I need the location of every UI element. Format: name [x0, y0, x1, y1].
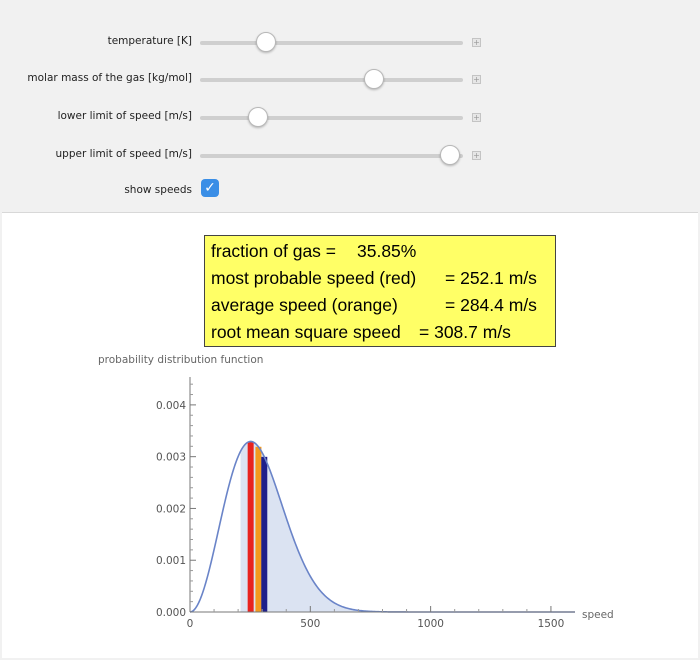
lower-limit-slider[interactable]	[200, 116, 463, 120]
y-tick-label-0: 0.000	[156, 607, 186, 619]
x-tick-label-2: 1000	[417, 618, 444, 630]
lower-limit-label: lower limit of speed [m/s]	[57, 110, 192, 122]
lower-limit-control: lower limit of speed [m/s] +	[0, 106, 700, 130]
show-speeds-checkbox[interactable]: ✓	[201, 179, 219, 197]
temperature-expand-icon[interactable]: +	[472, 38, 481, 47]
average-value: = 284.4 m/s	[445, 295, 537, 315]
checkmark-icon: ✓	[204, 180, 216, 196]
molar-mass-label: molar mass of the gas [kg/mol]	[27, 72, 192, 84]
temperature-slider[interactable]	[200, 41, 463, 45]
results-box: fraction of gas = 35.85% most probable s…	[204, 235, 556, 347]
molar-mass-slider-thumb[interactable]	[363, 69, 384, 89]
molar-mass-expand-icon[interactable]: +	[472, 75, 481, 84]
fraction-value: 35.85%	[357, 241, 417, 261]
distribution-chart: probability distribution function speed …	[98, 354, 614, 630]
x-tick-label-3: 1500	[538, 618, 565, 630]
upper-limit-expand-icon[interactable]: +	[472, 151, 481, 160]
lower-limit-slider-thumb[interactable]	[247, 107, 268, 127]
plot-panel: fraction of gas = 35.85% most probable s…	[2, 212, 698, 658]
average-label: average speed (orange)	[211, 295, 398, 315]
speed-line-0	[247, 441, 254, 612]
most-probable-label: most probable speed (red)	[211, 268, 417, 288]
temperature-label: temperature [K]	[107, 35, 192, 47]
speed-line-1	[255, 446, 262, 612]
y-axis-title: probability distribution function	[98, 354, 263, 366]
rms-label: root mean square speed	[211, 322, 401, 342]
upper-limit-slider-thumb[interactable]	[439, 145, 460, 165]
upper-limit-control: upper limit of speed [m/s] +	[0, 144, 700, 168]
y-tick-label-3: 0.003	[156, 452, 186, 464]
x-axis-title: speed	[582, 609, 614, 621]
rms-value: = 308.7 m/s	[419, 322, 511, 342]
shaded-area	[240, 441, 359, 612]
fraction-label: fraction of gas =	[211, 241, 337, 261]
y-tick-label-1: 0.001	[156, 555, 186, 567]
temperature-control: temperature [K] +	[0, 31, 700, 55]
y-tick-label-2: 0.002	[156, 503, 186, 515]
most-probable-value: = 252.1 m/s	[445, 268, 537, 288]
temperature-slider-thumb[interactable]	[255, 32, 276, 52]
y-tick-label-4: 0.004	[156, 400, 186, 412]
lower-limit-expand-icon[interactable]: +	[472, 113, 481, 122]
upper-limit-slider[interactable]	[200, 154, 463, 158]
upper-limit-label: upper limit of speed [m/s]	[55, 148, 192, 160]
x-tick-label-0: 0	[187, 618, 194, 630]
molar-mass-control: molar mass of the gas [kg/mol] +	[0, 68, 700, 92]
molar-mass-slider[interactable]	[200, 78, 463, 82]
speed-line-2	[261, 456, 268, 612]
controls-panel: temperature [K] + molar mass of the gas …	[0, 0, 700, 212]
show-speeds-label: show speeds	[124, 184, 192, 196]
x-tick-label-1: 500	[300, 618, 320, 630]
